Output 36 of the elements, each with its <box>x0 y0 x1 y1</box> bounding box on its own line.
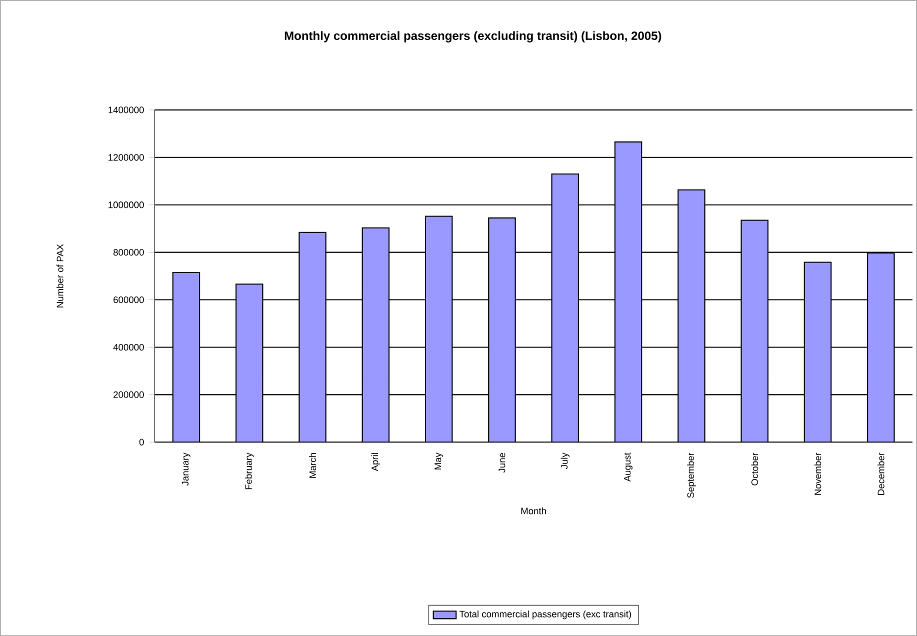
bar <box>678 189 706 442</box>
x-tick-label: March <box>309 453 316 478</box>
y-tick-label: 200000 <box>114 391 144 398</box>
x-axis-title: Month <box>521 507 546 514</box>
x-tick-label: August <box>624 452 632 482</box>
x-tick-label: October <box>751 452 758 486</box>
bar <box>614 141 642 442</box>
x-tick-label: May <box>434 452 444 470</box>
bar <box>804 262 832 442</box>
legend-label: Total commercial passengers (exc transit) <box>460 610 632 620</box>
bar <box>740 220 768 442</box>
y-tick-label: 1200000 <box>108 154 144 161</box>
x-tick-label: December <box>877 452 884 495</box>
x-tick-label: June <box>498 452 506 473</box>
x-tick-label: February <box>245 452 254 490</box>
y-tick-label: 1400000 <box>108 106 144 114</box>
bar <box>235 284 264 442</box>
y-tick-label: 400000 <box>113 344 144 350</box>
bar <box>424 216 453 442</box>
y-axis-title: Number of PAX <box>56 244 64 308</box>
bar <box>488 217 516 442</box>
y-tick-label: 600000 <box>114 296 144 304</box>
x-tick-label: November <box>814 452 822 495</box>
y-tick-label: 0 <box>139 438 144 446</box>
y-tick-label: 1000000 <box>108 201 144 208</box>
bar <box>298 232 326 442</box>
bar <box>551 173 580 442</box>
x-tick-label: April <box>371 453 380 472</box>
bar <box>867 252 895 442</box>
bar <box>172 272 200 442</box>
chart-title: Monthly commercial passengers (excluding transit) (Lisbon, 2005) <box>284 31 662 42</box>
bar <box>362 227 390 442</box>
y-tick-label: 800000 <box>113 248 144 256</box>
x-tick-label: September <box>687 452 696 498</box>
x-tick-label: July <box>560 452 570 469</box>
x-tick-label: January <box>182 452 190 486</box>
